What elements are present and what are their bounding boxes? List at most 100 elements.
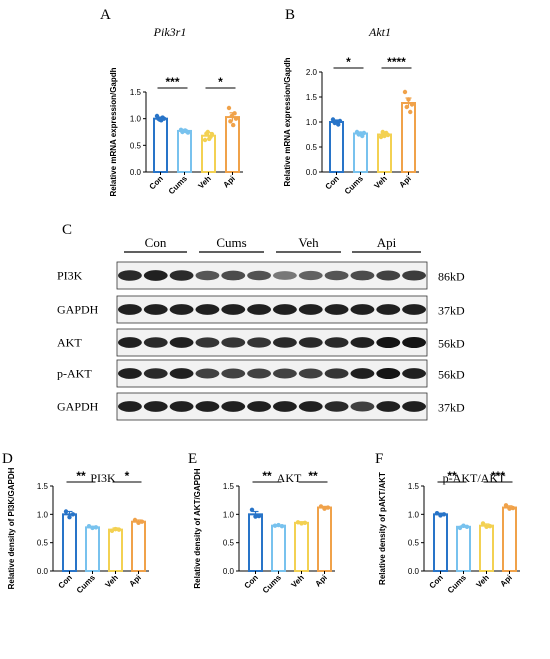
panel-letter: D (2, 451, 13, 467)
x-tick-label: Con (57, 573, 74, 590)
data-point (406, 97, 411, 102)
data-point (67, 514, 72, 520)
panel-title: PI3K (90, 471, 116, 485)
blot-band (118, 401, 142, 412)
significance-label: * (125, 469, 130, 483)
panel-title: AKT (277, 471, 302, 485)
y-tick-label: 1.5 (223, 482, 235, 491)
panel-title: Pik3r1 (153, 25, 187, 39)
blot-band (298, 401, 323, 412)
blot-band (247, 401, 271, 412)
blot-band (402, 368, 427, 379)
blot-band (298, 337, 323, 348)
data-point (185, 130, 191, 135)
data-point (90, 525, 95, 531)
bar-con (62, 513, 77, 572)
blot-row-label: AKT (57, 336, 82, 350)
bar-con (248, 513, 263, 572)
x-tick-label: Con (428, 573, 445, 590)
x-tick-label: Con (243, 573, 260, 590)
blot-band (402, 401, 427, 412)
data-point (232, 111, 237, 116)
y-tick-label: 1.5 (408, 482, 420, 491)
data-point (276, 522, 281, 528)
x-tick-label: Veh (103, 573, 120, 590)
data-point (361, 130, 367, 136)
bar-api (131, 520, 146, 573)
data-point (380, 129, 385, 135)
bar-api (401, 102, 416, 173)
data-point (378, 134, 384, 140)
blot-band (298, 368, 323, 379)
bar-veh (479, 524, 494, 573)
data-point (457, 525, 463, 531)
data-point (438, 513, 443, 518)
data-point (279, 524, 285, 529)
blot-band (143, 401, 168, 412)
blot-band (350, 337, 375, 348)
significance-label: **** (387, 55, 406, 69)
data-point (507, 506, 512, 511)
blot-band (273, 304, 297, 315)
blot-band (324, 337, 349, 348)
x-tick-label: Cums (446, 573, 468, 595)
blot-size-label: 56kD (438, 337, 465, 351)
blot-band (247, 368, 271, 379)
blot-band (143, 368, 168, 379)
significance-label: ** (76, 469, 86, 483)
blot-band (118, 337, 142, 348)
y-tick-label: 0.5 (130, 141, 142, 150)
blot-strip (116, 261, 428, 290)
data-point (70, 512, 76, 517)
panel-letter: A (100, 7, 111, 23)
y-tick-label: 0.5 (37, 539, 49, 548)
x-tick-label: Veh (372, 174, 389, 191)
data-point (272, 523, 278, 528)
blot-band (376, 304, 401, 315)
data-point (136, 520, 141, 526)
blot-band (195, 368, 220, 379)
bar-con (433, 513, 448, 572)
blot-band (324, 270, 349, 281)
x-tick-label: Veh (289, 573, 306, 590)
data-point (205, 129, 210, 135)
data-point (228, 119, 233, 124)
blot-band (273, 337, 297, 348)
blot-band (143, 337, 168, 348)
bar-cums (353, 132, 368, 173)
significance-label: * (218, 75, 223, 89)
blot-band (143, 270, 168, 281)
data-point (93, 525, 99, 530)
significance-label: ** (447, 469, 457, 483)
blot-size-label: 56kD (438, 368, 465, 382)
data-point (330, 117, 336, 122)
blot-band (350, 401, 375, 412)
blot-band (402, 270, 427, 281)
data-point (132, 517, 138, 523)
data-point (318, 504, 324, 509)
data-point (325, 505, 331, 510)
y-tick-label: 0.0 (130, 168, 142, 177)
y-tick-label: 0.0 (306, 168, 318, 177)
data-point (202, 137, 208, 143)
blot-band (118, 304, 142, 315)
y-tick-label: 1.5 (37, 482, 49, 491)
chart-panel-b: B Akt1 0.0 0.5 1.0 1.5 2.0 Relative mRNA expres… (283, 7, 419, 196)
bar-veh (108, 528, 123, 573)
data-point (295, 520, 301, 525)
data-point (233, 116, 239, 121)
blot-band (169, 368, 194, 379)
significance-label: ** (308, 469, 318, 483)
blot-band (376, 401, 401, 412)
blot-band (195, 304, 220, 315)
y-tick-label: 0.5 (408, 539, 420, 548)
data-point (86, 524, 92, 529)
blot-strip (116, 295, 428, 324)
data-point (408, 109, 413, 115)
data-point (487, 524, 493, 529)
x-tick-label: Api (313, 573, 328, 588)
data-point (299, 521, 304, 526)
y-tick-label: 1.0 (306, 118, 318, 127)
bar-cums (271, 524, 286, 573)
